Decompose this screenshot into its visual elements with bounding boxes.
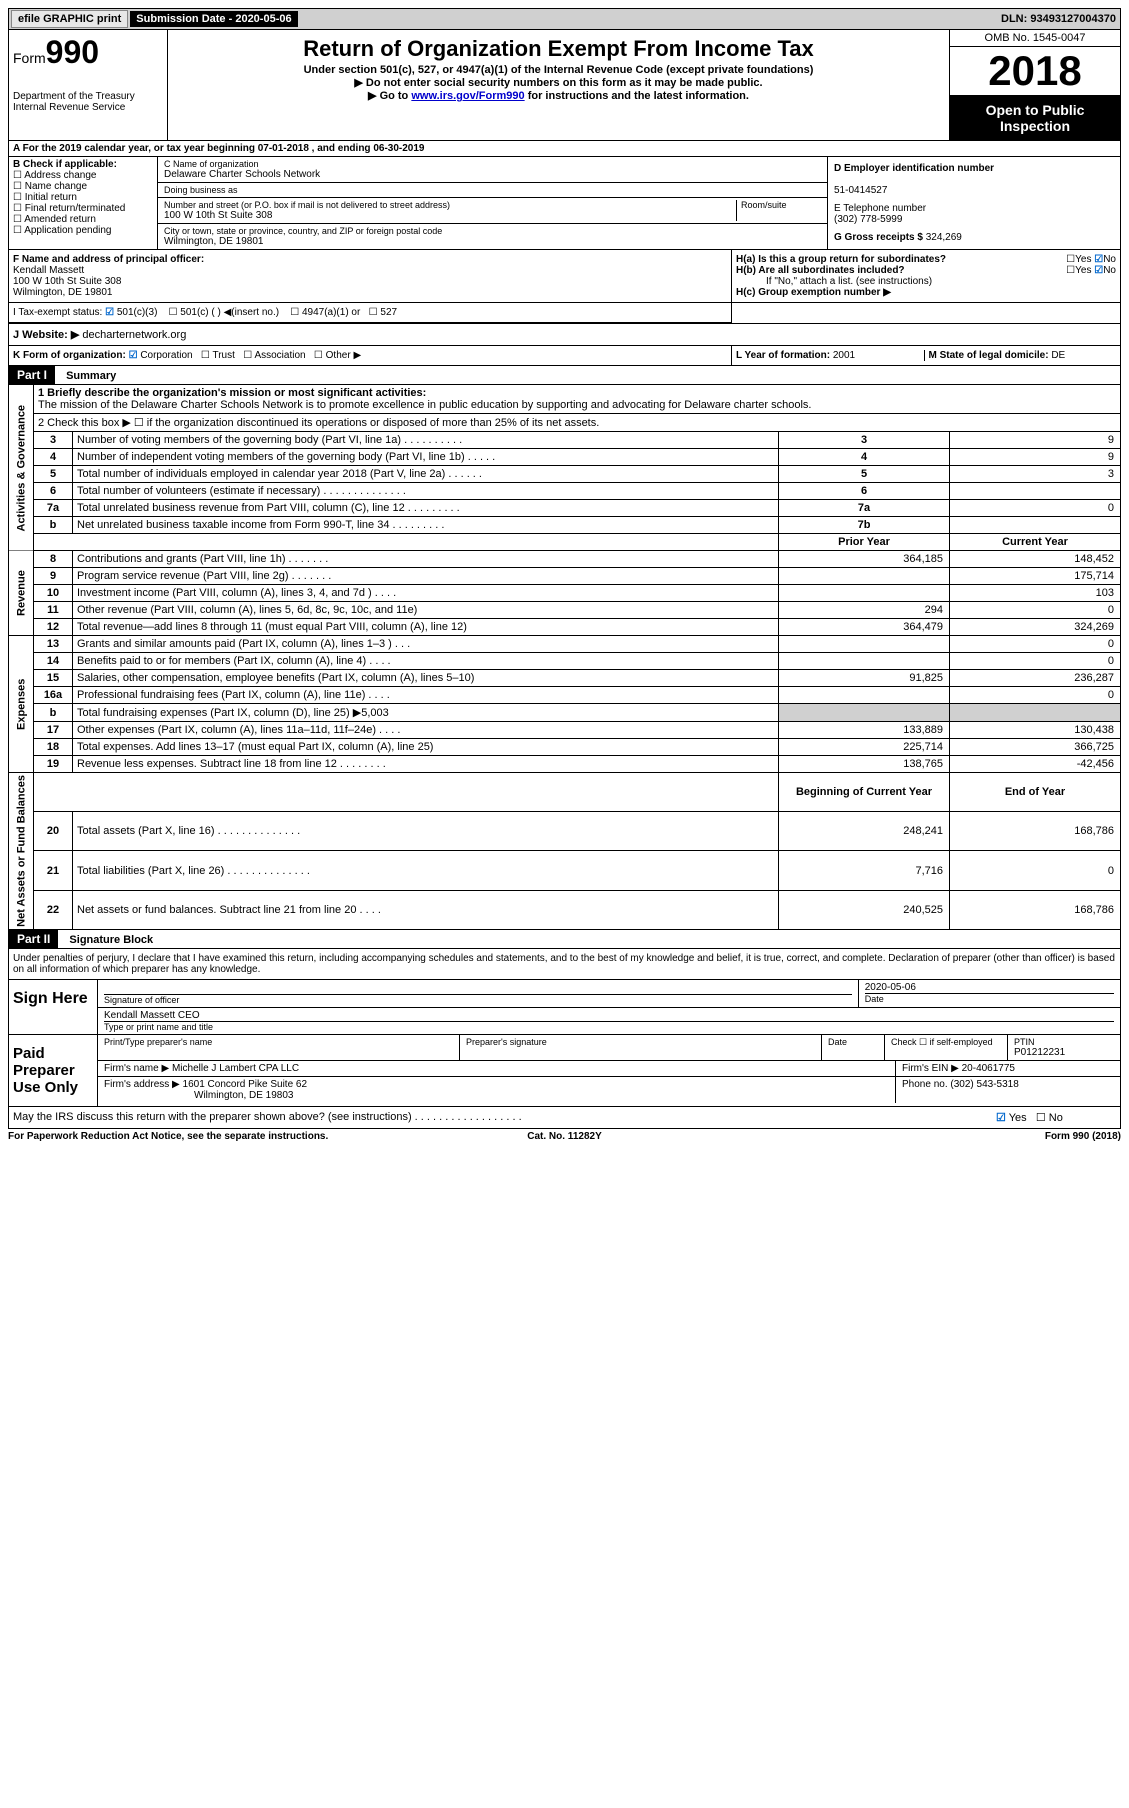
- footer: For Paperwork Reduction Act Notice, see …: [8, 1129, 1121, 1144]
- side-netassets: Net Assets or Fund Balances: [9, 773, 34, 930]
- header-right: OMB No. 1545-0047 2018 Open to Public In…: [949, 30, 1120, 140]
- col-h: H(a) Is this a group return for subordin…: [732, 250, 1120, 302]
- dln: DLN: 93493127004370: [1001, 13, 1120, 25]
- form-header: Form990 Department of the Treasury Inter…: [8, 30, 1121, 141]
- tax-year: 2018: [950, 47, 1120, 96]
- row-k: K Form of organization: ☑ Corporation ☐ …: [9, 346, 732, 365]
- side-revenue: Revenue: [9, 551, 34, 636]
- block-bcd: B Check if applicable: ☐ Address change …: [8, 157, 1121, 250]
- summary-table: Activities & Governance 1 Briefly descri…: [8, 385, 1121, 930]
- chk-amended[interactable]: ☐ Amended return: [13, 214, 153, 225]
- part2-header: Part II Signature Block: [8, 930, 1121, 949]
- sign-here-label: Sign Here: [9, 980, 98, 1034]
- footer-left: For Paperwork Reduction Act Notice, see …: [8, 1131, 379, 1142]
- submission-date: Submission Date - 2020-05-06: [130, 11, 297, 27]
- col-d-ein: D Employer identification number 51-0414…: [828, 157, 1120, 249]
- mission-text: The mission of the Delaware Charter Scho…: [38, 399, 1116, 411]
- paid-preparer-label: Paid Preparer Use Only: [9, 1035, 98, 1106]
- gov-row: bNet unrelated business taxable income f…: [9, 517, 1121, 534]
- addr-cell: Number and street (or P.O. box if mail i…: [158, 198, 827, 224]
- row-a-period: A For the 2019 calendar year, or tax yea…: [8, 141, 1121, 157]
- subtitle-3: ▶ Go to www.irs.gov/Form990 for instruct…: [172, 89, 945, 102]
- header-left: Form990 Department of the Treasury Inter…: [9, 30, 168, 140]
- footer-mid: Cat. No. 11282Y: [379, 1131, 750, 1142]
- chk-address[interactable]: ☐ Address change: [13, 170, 153, 181]
- gov-row: 6Total number of volunteers (estimate if…: [9, 483, 1121, 500]
- side-expenses: Expenses: [9, 636, 34, 773]
- block-ij: I Tax-exempt status: ☑ 501(c)(3) ☐ 501(c…: [8, 303, 1121, 324]
- subtitle-1: Under section 501(c), 527, or 4947(a)(1)…: [172, 64, 945, 76]
- top-bar: efile GRAPHIC print Submission Date - 20…: [8, 8, 1121, 30]
- col-c-org: C Name of organization Delaware Charter …: [158, 157, 828, 249]
- col-b-checkboxes: B Check if applicable: ☐ Address change …: [9, 157, 158, 249]
- dept-treasury: Department of the Treasury: [13, 91, 163, 102]
- paid-preparer-block: Paid Preparer Use Only Print/Type prepar…: [8, 1035, 1121, 1107]
- gov-row: 5Total number of individuals employed in…: [9, 466, 1121, 483]
- subtitle-2: ▶ Do not enter social security numbers o…: [172, 76, 945, 89]
- side-governance: Activities & Governance: [9, 385, 34, 551]
- chk-name[interactable]: ☐ Name change: [13, 181, 153, 192]
- chk-initial[interactable]: ☐ Initial return: [13, 192, 153, 203]
- header-mid: Return of Organization Exempt From Incom…: [168, 30, 949, 140]
- dba-cell: Doing business as: [158, 183, 827, 198]
- gov-row: 3Number of voting members of the governi…: [9, 432, 1121, 449]
- sign-here-block: Sign Here Signature of officer 2020-05-0…: [8, 980, 1121, 1035]
- form-number: Form990: [13, 34, 163, 71]
- col-h-continued: [732, 303, 1120, 323]
- dept-irs: Internal Revenue Service: [13, 102, 163, 113]
- row-j: J Website: ▶ decharternetwork.org: [8, 324, 1121, 346]
- omb-number: OMB No. 1545-0047: [950, 30, 1120, 47]
- city-cell: City or town, state or province, country…: [158, 224, 827, 249]
- chk-pending[interactable]: ☐ Application pending: [13, 225, 153, 236]
- block-fh: F Name and address of principal officer:…: [8, 250, 1121, 303]
- gov-row: 4Number of independent voting members of…: [9, 449, 1121, 466]
- chk-final[interactable]: ☐ Final return/terminated: [13, 203, 153, 214]
- col-f: F Name and address of principal officer:…: [9, 250, 732, 302]
- irs-link[interactable]: www.irs.gov/Form990: [411, 90, 524, 102]
- row-lm: L Year of formation: 2001 M State of leg…: [732, 346, 1120, 365]
- block-klm: K Form of organization: ☑ Corporation ☐ …: [8, 346, 1121, 366]
- declaration: Under penalties of perjury, I declare th…: [8, 949, 1121, 980]
- footer-right: Form 990 (2018): [750, 1131, 1121, 1142]
- org-name-cell: C Name of organization Delaware Charter …: [158, 157, 827, 183]
- part1-header: Part I Summary: [8, 366, 1121, 385]
- discuss-row: May the IRS discuss this return with the…: [8, 1107, 1121, 1129]
- efile-button[interactable]: efile GRAPHIC print: [11, 10, 128, 28]
- form-title: Return of Organization Exempt From Incom…: [172, 36, 945, 62]
- gov-row: 7aTotal unrelated business revenue from …: [9, 500, 1121, 517]
- open-inspection: Open to Public Inspection: [950, 96, 1120, 140]
- row-i: I Tax-exempt status: ☑ 501(c)(3) ☐ 501(c…: [9, 303, 732, 323]
